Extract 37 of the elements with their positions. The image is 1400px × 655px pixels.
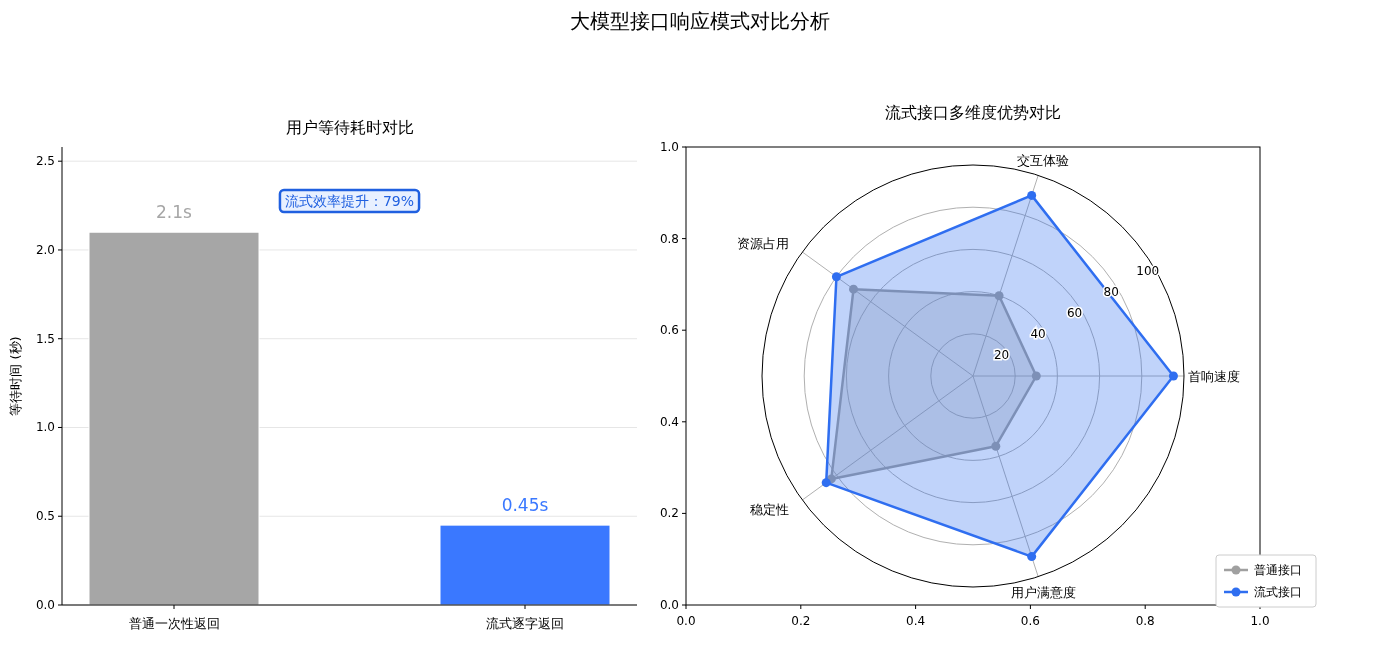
y-tick-label: 40 — [1030, 326, 1046, 341]
y-tick-label: 0.6 — [659, 323, 679, 338]
chart-title: 流式接口多维度优势对比 — [885, 103, 1061, 122]
y-tick-label: 1.5 — [35, 331, 55, 346]
x-tick-label: 0.2 — [791, 614, 811, 628]
y-tick-label: 60 — [1067, 305, 1083, 320]
y-tick-label: 0.5 — [35, 509, 55, 524]
spoke-label: 交互体验 — [1017, 153, 1070, 169]
y-tick-label: 0.2 — [659, 506, 679, 521]
spoke-label: 稳定性 — [750, 502, 790, 518]
x-tick-label: 0.0 — [676, 614, 696, 628]
x-tick-label: 普通一次性返回 — [128, 616, 220, 631]
spoke-label: 资源占用 — [737, 235, 790, 251]
spoke-label: 首响速度 — [1188, 369, 1240, 384]
y-tick-label: 0.0 — [35, 598, 55, 612]
text: 大模型接口响应模式对比分析 — [570, 9, 830, 33]
y-tick-label: 1.0 — [659, 140, 679, 154]
y-axis-title: 等待时间 (秒) — [8, 336, 23, 416]
x-tick-label: 0.4 — [906, 614, 926, 628]
data-label: 0.45s — [501, 495, 549, 516]
y-tick-label: 0.4 — [659, 414, 679, 429]
x-tick-label: 1.0 — [1250, 614, 1270, 628]
annotation: 流式效率提升：79% — [284, 193, 415, 209]
chart-subtitle: 用户等待耗时对比 — [285, 118, 414, 137]
x-tick-label: 流式逐字返回 — [486, 616, 564, 631]
y-tick-label: 20 — [993, 347, 1010, 362]
y-tick-label: 2.0 — [35, 242, 55, 257]
x-tick-label: 0.6 — [1020, 614, 1040, 628]
legend-label: 流式接口 — [1254, 585, 1302, 599]
y-tick-label: 2.5 — [35, 154, 55, 169]
legend-label: 普通接口 — [1254, 563, 1302, 577]
x-tick-label: 0.8 — [1135, 614, 1155, 628]
data-label: 2.1s — [156, 202, 193, 223]
y-tick-label: 0.0 — [659, 598, 679, 612]
spoke-label: 用户满意度 — [1010, 584, 1076, 600]
y-tick-label: 1.0 — [35, 420, 55, 435]
y-tick-label: 0.8 — [659, 231, 679, 246]
